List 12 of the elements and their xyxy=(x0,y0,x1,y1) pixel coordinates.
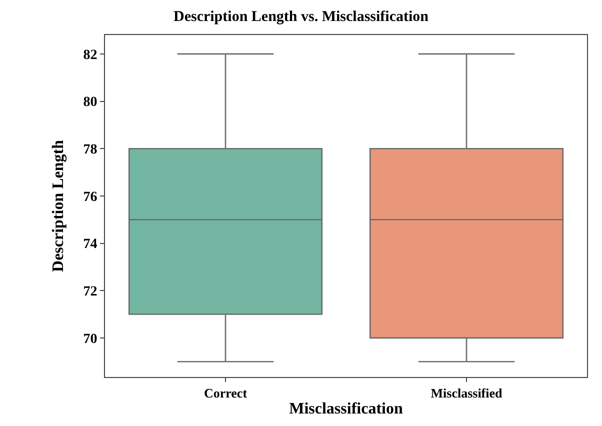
y-tick-label: 78 xyxy=(83,142,98,158)
y-tick-label: 72 xyxy=(83,284,98,300)
x-axis-title: Misclassification xyxy=(289,400,403,418)
y-axis-title: Description Length xyxy=(50,140,68,272)
y-tick-label: 70 xyxy=(83,332,98,347)
y-tick-label: 76 xyxy=(83,190,98,205)
x-tick-label: Misclassified xyxy=(430,386,504,401)
y-tick-label: 74 xyxy=(83,237,98,252)
y-tick-label: 82 xyxy=(83,48,98,63)
x-tick-label: Correct xyxy=(204,386,248,401)
chart-title: Description Length vs. Misclassification xyxy=(174,9,430,26)
y-tick-label: 80 xyxy=(83,95,98,110)
